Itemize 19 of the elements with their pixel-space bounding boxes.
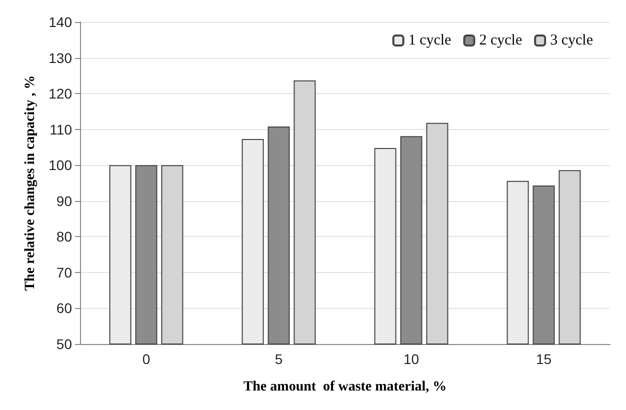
y-tick-label: 110 — [50, 121, 72, 138]
y-tick-label: 70 — [56, 264, 72, 280]
y-tick-label: 140 — [48, 14, 72, 30]
y-tick-label: 120 — [48, 86, 72, 102]
x-tick-label: 0 — [142, 351, 150, 367]
y-tick-label: 50 — [56, 336, 72, 352]
x-tick-label: 15 — [536, 351, 552, 367]
y-tick-label: 60 — [56, 300, 72, 316]
y-tick-label: 130 — [48, 50, 72, 66]
x-tick-label: 5 — [274, 351, 283, 367]
y-tick-label: 100 — [48, 157, 72, 174]
y-tick-label: 80 — [56, 228, 72, 245]
legend-label: 2 cycle — [479, 32, 522, 48]
x-axis-title: The amount of waste material, % — [243, 380, 447, 394]
y-tick-label: 90 — [56, 192, 72, 209]
x-tick-label: 10 — [403, 351, 420, 367]
y-axis-title: The relative changes in capacity , % — [23, 75, 38, 291]
legend-label: 1 cycle — [408, 32, 452, 48]
legend-label: 3 cycle — [550, 32, 594, 48]
